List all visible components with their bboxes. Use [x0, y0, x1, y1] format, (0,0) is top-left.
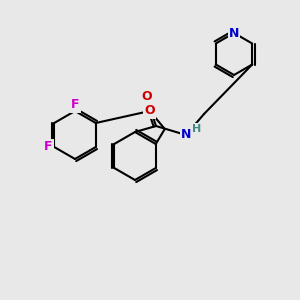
Text: F: F — [44, 140, 52, 154]
Text: O: O — [142, 89, 152, 103]
Text: F: F — [71, 98, 79, 112]
Text: N: N — [229, 26, 239, 40]
Text: H: H — [192, 124, 201, 134]
Text: N: N — [181, 128, 191, 142]
Text: O: O — [145, 104, 155, 118]
